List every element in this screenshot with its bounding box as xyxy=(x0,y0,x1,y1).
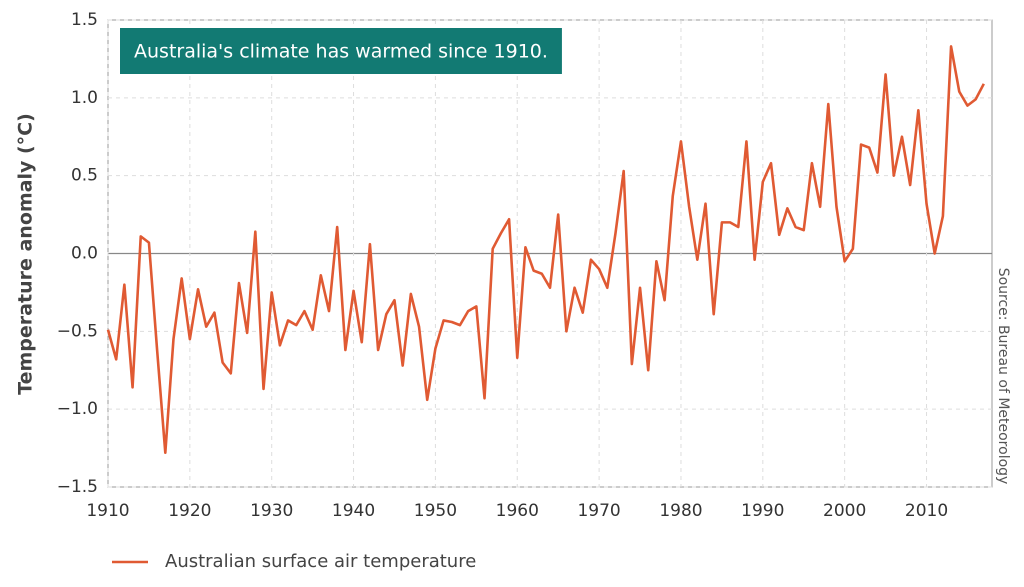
annotation-text: Australia's climate has warmed since 191… xyxy=(134,41,548,63)
x-tick-label: 1980 xyxy=(659,501,702,521)
x-tick-label: 2010 xyxy=(905,501,948,521)
data-line xyxy=(106,45,985,455)
y-tick-label: 1.5 xyxy=(71,10,98,30)
annotation-box xyxy=(120,28,562,74)
x-tick-label: 1910 xyxy=(86,501,129,521)
y-tick-label: −0.5 xyxy=(57,321,98,341)
x-tick-label: 1960 xyxy=(496,501,539,521)
x-tick-label: 2000 xyxy=(823,501,866,521)
x-tick-label: 1950 xyxy=(414,501,457,521)
x-tick-label: 1970 xyxy=(577,501,620,521)
source: Source: Bureau of Meteorology xyxy=(995,268,1011,485)
x-tick-label: 1920 xyxy=(168,501,211,521)
y-tick-label: 0.0 xyxy=(71,244,98,264)
x-tick-label: 1930 xyxy=(250,501,293,521)
y-tick-label: 0.5 xyxy=(71,166,98,186)
legend-label: Australian surface air temperature xyxy=(165,551,476,572)
y-tick-label: −1.0 xyxy=(57,399,98,419)
x-tick-label: 1990 xyxy=(741,501,784,521)
y-tick-label: 1.0 xyxy=(71,88,98,108)
x-tick-label: 1940 xyxy=(332,501,375,521)
y-axis-label: Temperature anomaly (°C) xyxy=(15,113,37,395)
annotation: Australia's climate has warmed since 191… xyxy=(120,28,562,74)
y-tick-label: −1.5 xyxy=(57,477,98,497)
